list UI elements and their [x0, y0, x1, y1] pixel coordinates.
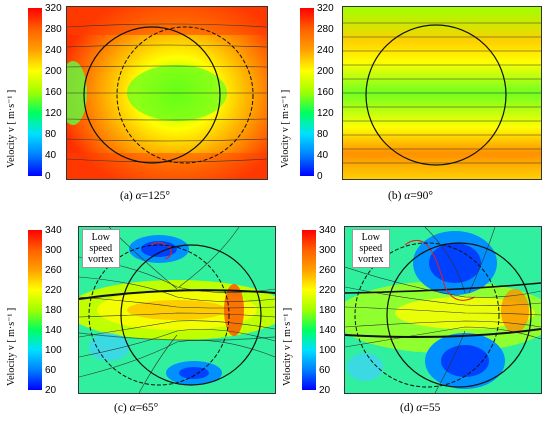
annotation-line: vortex [358, 254, 384, 265]
flow-field-a [66, 6, 268, 180]
tick: 220 [45, 285, 62, 296]
tick: 300 [319, 245, 336, 256]
dashed-circle-d [354, 242, 500, 388]
tick: 280 [317, 24, 334, 35]
tick: 0 [317, 171, 323, 182]
alpha-symbol: α [129, 402, 136, 414]
tick: 60 [319, 365, 331, 376]
tick: 0 [45, 171, 51, 182]
tick: 40 [317, 150, 329, 161]
tick: 100 [319, 345, 336, 356]
outer-circle-c [120, 244, 262, 386]
tick: 220 [319, 285, 336, 296]
tick: 140 [319, 325, 336, 336]
tick: 320 [317, 3, 334, 14]
annotation-d: Low speed vortex [352, 229, 390, 268]
dashed-circle-c [88, 244, 230, 386]
flow-field-svg-b [343, 7, 541, 179]
tick: 80 [317, 129, 329, 140]
caption-prefix: (a) [120, 190, 136, 202]
tick: 180 [319, 305, 336, 316]
tick: 60 [45, 365, 57, 376]
caption-d: (d) α=55 [400, 402, 440, 414]
colorbar-label-b: Velocity v [ m·s⁻¹ ] [280, 89, 291, 168]
tick: 280 [45, 24, 62, 35]
caption-a: (a) α=125° [120, 190, 170, 202]
caption-value: =90° [410, 190, 433, 202]
tick: 240 [45, 45, 62, 56]
streamlines-a [67, 23, 267, 163]
tick: 300 [45, 245, 62, 256]
tick: 20 [319, 385, 331, 396]
colorbar-a [28, 8, 42, 176]
colorbar-label-a: Velocity v [ m·s⁻¹ ] [6, 89, 17, 168]
annotation-line: vortex [88, 254, 114, 265]
tick: 120 [317, 108, 334, 119]
tick: 260 [319, 265, 336, 276]
annotation-line: Low speed [359, 232, 383, 254]
flow-field-svg-c [79, 227, 275, 393]
caption-value: =125° [141, 190, 171, 202]
dashed-circle-a [116, 26, 254, 164]
caption-c: (c) α=65° [114, 402, 158, 414]
colorbar-label-d: Velocity v [ m·s⁻¹ ] [282, 307, 293, 386]
tick: 140 [45, 325, 62, 336]
flow-field-svg-a [67, 7, 267, 179]
caption-prefix: (b) [388, 190, 405, 202]
vortex-marker-d [404, 239, 476, 301]
tick: 160 [317, 87, 334, 98]
caption-value: =55 [422, 402, 441, 414]
colorbar-b [300, 8, 314, 176]
tick: 260 [45, 265, 62, 276]
tick: 120 [45, 108, 62, 119]
flow-field-b [342, 6, 542, 180]
tick: 340 [45, 225, 62, 236]
caption-b: (b) α=90° [388, 190, 433, 202]
caption-prefix: (d) [400, 402, 417, 414]
tick: 100 [45, 345, 62, 356]
tick: 80 [45, 129, 57, 140]
flow-field-c [78, 226, 276, 394]
tick: 340 [319, 225, 336, 236]
alpha-symbol: α [416, 402, 423, 414]
tick: 40 [45, 150, 57, 161]
tick: 200 [317, 66, 334, 77]
tick: 180 [45, 305, 62, 316]
alpha-symbol: α [135, 190, 142, 202]
annotation-line: Low speed [89, 232, 113, 254]
caption-prefix: (c) [114, 402, 130, 414]
vortex-marker-c [150, 241, 172, 260]
colorbar-c [28, 230, 42, 390]
tick: 320 [45, 3, 62, 14]
outer-circle-b [365, 24, 507, 166]
tick: 200 [45, 66, 62, 77]
outer-circle-a [83, 26, 221, 164]
caption-value: =65° [135, 402, 159, 414]
tick: 240 [317, 45, 334, 56]
streamlines-b [343, 22, 541, 164]
outer-circle-d [386, 242, 532, 388]
tick: 20 [45, 385, 57, 396]
colorbar-d [302, 230, 316, 390]
tick: 160 [45, 87, 62, 98]
alpha-symbol: α [404, 190, 411, 202]
colorbar-label-c: Velocity v [ m·s⁻¹ ] [6, 307, 17, 386]
annotation-c: Low speed vortex [82, 229, 120, 268]
